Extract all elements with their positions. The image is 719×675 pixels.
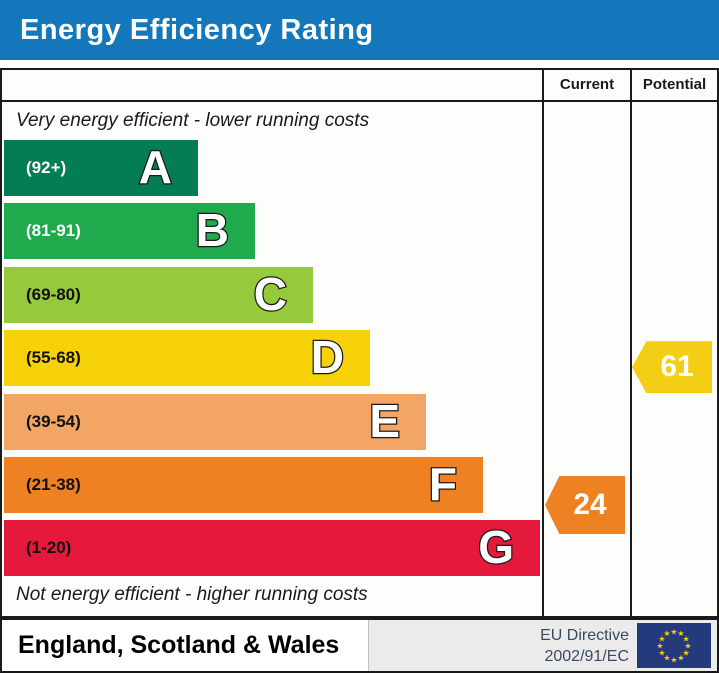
eu-flag-icon: ★ ★★★★★★★★★★★ (637, 623, 711, 668)
column-header-current: Current (559, 76, 615, 93)
band-range-label: (81-91) (26, 221, 81, 241)
band-range-label: (21-38) (26, 475, 81, 494)
column-divider-current (542, 70, 544, 616)
header-divider (2, 100, 717, 102)
band-letter: B (195, 204, 231, 257)
svg-text:★: ★ (683, 648, 690, 657)
svg-text:★: ★ (677, 653, 684, 662)
footer-directive-section: EU Directive 2002/91/EC ★ ★ ★ ★ ★ ★ ★ ★ ★ ★ ★ ★ (368, 620, 717, 671)
svg-text:★: ★ (684, 641, 691, 650)
potential-rating-marker: 61 (632, 341, 712, 394)
band-a: (92+) A (4, 140, 198, 196)
current-rating-marker: 24 (545, 476, 625, 534)
region-label: England, Scotland & Wales (18, 631, 340, 659)
column-divider-potential (630, 70, 632, 616)
band-letter: C (253, 267, 289, 320)
svg-text:★: ★ (658, 648, 665, 657)
current-rating-value: 24 (573, 488, 607, 521)
svg-text:★: ★ (670, 655, 677, 664)
eu-directive-line1: EU Directive (540, 626, 629, 644)
band-letter: F (428, 458, 459, 511)
bottom-note: Not energy efficient - higher running co… (16, 584, 368, 605)
band-c: (69-80) C (4, 266, 313, 323)
svg-text:★: ★ (658, 634, 665, 643)
page-title: Energy Efficiency Rating (20, 14, 374, 46)
band-letter: A (138, 141, 174, 194)
footer-bar: England, Scotland & Wales EU Directive 2… (0, 618, 719, 673)
band-e: (39-54) E (4, 393, 426, 450)
band-range-label: (92+) (26, 158, 67, 177)
eu-directive-text: EU Directive 2002/91/EC (540, 625, 629, 667)
band-f: (21-38) F (4, 457, 483, 513)
title-bar: Energy Efficiency Rating (0, 0, 719, 60)
band-b: (81-91) B (4, 203, 255, 260)
svg-text:★: ★ (656, 641, 663, 650)
band-g: (1-20) G (4, 520, 540, 577)
svg-text:★: ★ (677, 629, 684, 638)
top-note: Very energy efficient - lower running co… (16, 110, 370, 131)
band-range-label: (39-54) (26, 411, 81, 431)
svg-text:★: ★ (663, 653, 670, 662)
rating-table: Current Potential Very energy efficient … (0, 68, 719, 618)
svg-text:★: ★ (663, 629, 670, 638)
svg-text:★: ★ (683, 634, 690, 643)
band-letter: G (477, 521, 515, 574)
band-letter: E (368, 394, 401, 447)
band-d: (55-68) D (4, 330, 370, 387)
column-header-potential: Potential (642, 76, 707, 93)
band-letter: D (310, 331, 346, 384)
band-range-label: (69-80) (26, 284, 81, 304)
band-range-label: (1-20) (26, 538, 72, 558)
svg-text:★: ★ (670, 627, 677, 636)
potential-rating-value: 61 (660, 350, 694, 384)
eu-directive-line2: 2002/91/EC (544, 647, 629, 665)
band-range-label: (55-68) (26, 348, 81, 368)
